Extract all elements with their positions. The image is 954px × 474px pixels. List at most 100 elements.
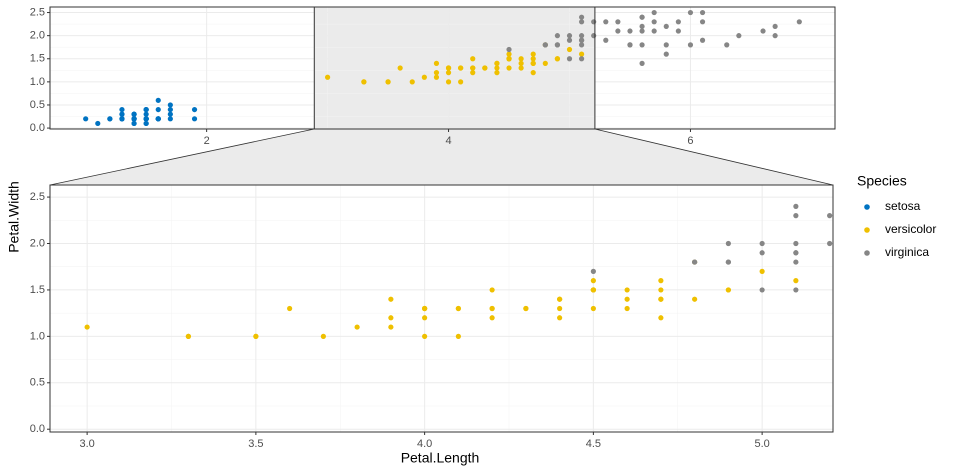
panel-layer xyxy=(50,185,866,432)
point xyxy=(143,116,149,122)
point xyxy=(639,42,645,48)
point xyxy=(861,213,866,218)
point xyxy=(287,305,293,312)
y-tick-label: 0.0 xyxy=(30,122,45,134)
point xyxy=(107,116,113,122)
legend-label: virginica xyxy=(885,245,929,259)
point xyxy=(578,19,585,25)
point xyxy=(663,42,669,48)
legend-label: setosa xyxy=(885,199,921,213)
point xyxy=(639,23,645,30)
zoom-connector xyxy=(49,128,834,186)
panel-layer xyxy=(50,7,835,129)
point xyxy=(725,259,731,265)
point xyxy=(131,120,137,127)
point xyxy=(658,287,664,293)
y-tick-label: 0.5 xyxy=(30,99,45,111)
point xyxy=(658,315,664,321)
point xyxy=(494,65,500,71)
point xyxy=(253,333,259,339)
panel-border xyxy=(49,184,834,433)
point xyxy=(639,28,645,34)
point xyxy=(759,287,765,293)
point xyxy=(433,60,440,66)
x-tick-label: 3.5 xyxy=(248,438,263,450)
point xyxy=(458,65,464,71)
point xyxy=(155,106,161,113)
point xyxy=(542,42,548,48)
point xyxy=(433,70,440,76)
point xyxy=(692,259,698,265)
y-tick-label: 2.5 xyxy=(30,6,45,18)
point xyxy=(590,287,596,293)
point xyxy=(530,56,536,62)
point xyxy=(523,305,529,312)
point xyxy=(590,268,596,274)
point xyxy=(409,79,415,85)
point xyxy=(518,65,524,71)
point xyxy=(793,278,799,284)
point xyxy=(639,60,645,66)
x-tick-label: 3.0 xyxy=(79,438,94,450)
point xyxy=(624,296,630,302)
point xyxy=(760,28,766,34)
point xyxy=(692,296,698,302)
point xyxy=(578,42,585,48)
point xyxy=(651,9,657,16)
point xyxy=(143,111,149,117)
point xyxy=(772,23,778,30)
point xyxy=(651,19,657,25)
point xyxy=(119,106,125,113)
y-tick-label: 2.0 xyxy=(30,237,45,249)
point xyxy=(388,296,394,302)
point xyxy=(772,33,778,39)
point xyxy=(458,79,464,85)
point xyxy=(793,250,799,256)
point xyxy=(759,250,765,256)
x-tick-label: 6 xyxy=(687,135,693,147)
y-tick-label: 1.0 xyxy=(30,330,45,342)
point xyxy=(566,33,573,39)
point xyxy=(578,56,585,62)
point xyxy=(131,116,137,122)
point xyxy=(566,56,573,62)
point xyxy=(827,213,833,219)
point xyxy=(578,33,585,39)
point xyxy=(445,70,452,76)
point xyxy=(578,14,585,20)
point xyxy=(687,42,694,48)
point xyxy=(83,116,89,122)
point xyxy=(603,37,609,43)
point xyxy=(506,65,512,71)
point xyxy=(793,287,799,293)
point xyxy=(624,287,630,293)
point xyxy=(557,296,563,302)
point xyxy=(699,9,706,16)
point xyxy=(422,333,428,339)
legend-title: Species xyxy=(857,173,907,189)
point xyxy=(724,42,730,48)
point xyxy=(554,33,561,39)
point xyxy=(167,116,173,122)
point xyxy=(143,106,149,113)
point xyxy=(663,23,669,30)
point xyxy=(167,106,173,113)
point xyxy=(578,37,585,43)
point xyxy=(566,37,573,43)
y-tick-label: 1.0 xyxy=(30,76,45,88)
point xyxy=(518,56,524,62)
point xyxy=(388,315,394,321)
point xyxy=(397,65,403,71)
point xyxy=(627,28,633,34)
point xyxy=(433,74,440,80)
zoom-region-border xyxy=(313,6,596,130)
point xyxy=(591,33,597,39)
point xyxy=(651,28,657,34)
point xyxy=(506,56,512,62)
point xyxy=(793,240,799,247)
point xyxy=(494,70,500,76)
legend-label: versicolor xyxy=(885,222,936,236)
point xyxy=(494,60,500,66)
point xyxy=(658,296,664,302)
point xyxy=(119,116,125,122)
